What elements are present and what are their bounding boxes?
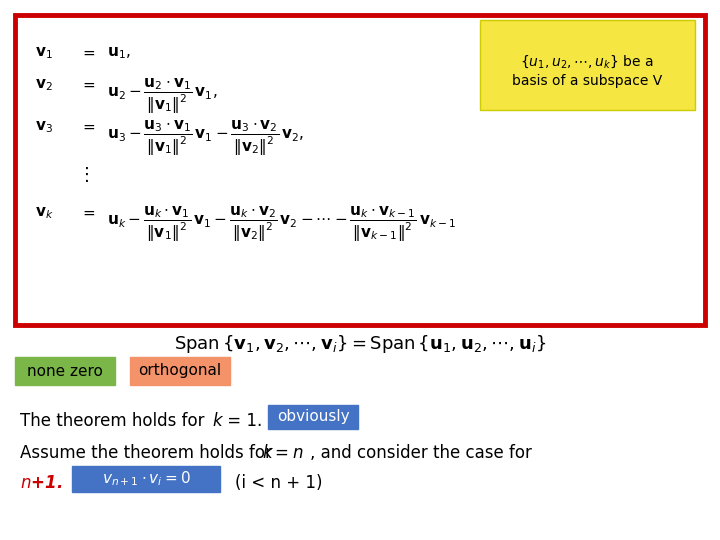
FancyBboxPatch shape	[15, 357, 115, 385]
FancyBboxPatch shape	[72, 466, 220, 492]
Text: $\mathbf{v}_k$: $\mathbf{v}_k$	[35, 205, 53, 221]
FancyBboxPatch shape	[130, 357, 230, 385]
Text: $\mathbf{u}_3 - \dfrac{\mathbf{u}_3 \cdot \mathbf{v}_1}{\|\mathbf{v}_1\|^2}\,\ma: $\mathbf{u}_3 - \dfrac{\mathbf{u}_3 \cdo…	[107, 119, 305, 158]
Text: $n$+1.: $n$+1.	[20, 474, 63, 492]
Text: $\mathbf{u}_k - \dfrac{\mathbf{u}_k \cdot \mathbf{v}_1}{\|\mathbf{v}_1\|^2}\,\ma: $\mathbf{u}_k - \dfrac{\mathbf{u}_k \cdo…	[107, 205, 456, 244]
Text: orthogonal: orthogonal	[138, 363, 222, 379]
Text: obviously: obviously	[276, 409, 349, 424]
Text: $\mathbf{u}_1,$: $\mathbf{u}_1,$	[107, 45, 130, 60]
FancyBboxPatch shape	[268, 405, 358, 429]
Text: $=$: $=$	[80, 45, 96, 60]
Text: The theorem holds for: The theorem holds for	[20, 412, 210, 430]
Text: $\mathbf{v}_3$: $\mathbf{v}_3$	[35, 119, 53, 134]
FancyBboxPatch shape	[15, 15, 705, 325]
Text: $v_{n+1} \cdot v_i = 0$: $v_{n+1} \cdot v_i = 0$	[102, 470, 190, 488]
Text: none zero: none zero	[27, 363, 103, 379]
Text: $k=n$: $k=n$	[262, 444, 303, 462]
Text: $\mathrm{Span}\,\{\mathbf{v}_1, \mathbf{v}_2, \cdots, \mathbf{v}_i\} = \mathrm{S: $\mathrm{Span}\,\{\mathbf{v}_1, \mathbf{…	[174, 333, 546, 355]
Text: $=$: $=$	[80, 119, 96, 134]
Text: $\mathbf{u}_2 - \dfrac{\mathbf{u}_2 \cdot \mathbf{v}_1}{\|\mathbf{v}_1\|^2}\,\ma: $\mathbf{u}_2 - \dfrac{\mathbf{u}_2 \cdo…	[107, 77, 217, 116]
Text: $\{u_1, u_2, \cdots, u_k\}$ be a: $\{u_1, u_2, \cdots, u_k\}$ be a	[520, 53, 654, 70]
Text: = 1.: = 1.	[222, 412, 262, 430]
Text: , and consider the case for: , and consider the case for	[310, 444, 532, 462]
Text: $k$: $k$	[212, 412, 224, 430]
Text: $\mathbf{v}_2$: $\mathbf{v}_2$	[35, 77, 53, 93]
Text: (i < n + 1): (i < n + 1)	[235, 474, 323, 492]
Text: $\mathbf{v}_1$: $\mathbf{v}_1$	[35, 45, 53, 60]
Text: $=$: $=$	[80, 77, 96, 92]
Text: $=$: $=$	[80, 205, 96, 220]
FancyBboxPatch shape	[480, 20, 695, 110]
Text: Assume the theorem holds for: Assume the theorem holds for	[20, 444, 277, 462]
Text: basis of a subspace V: basis of a subspace V	[512, 74, 662, 88]
Text: $\vdots$: $\vdots$	[77, 165, 89, 184]
